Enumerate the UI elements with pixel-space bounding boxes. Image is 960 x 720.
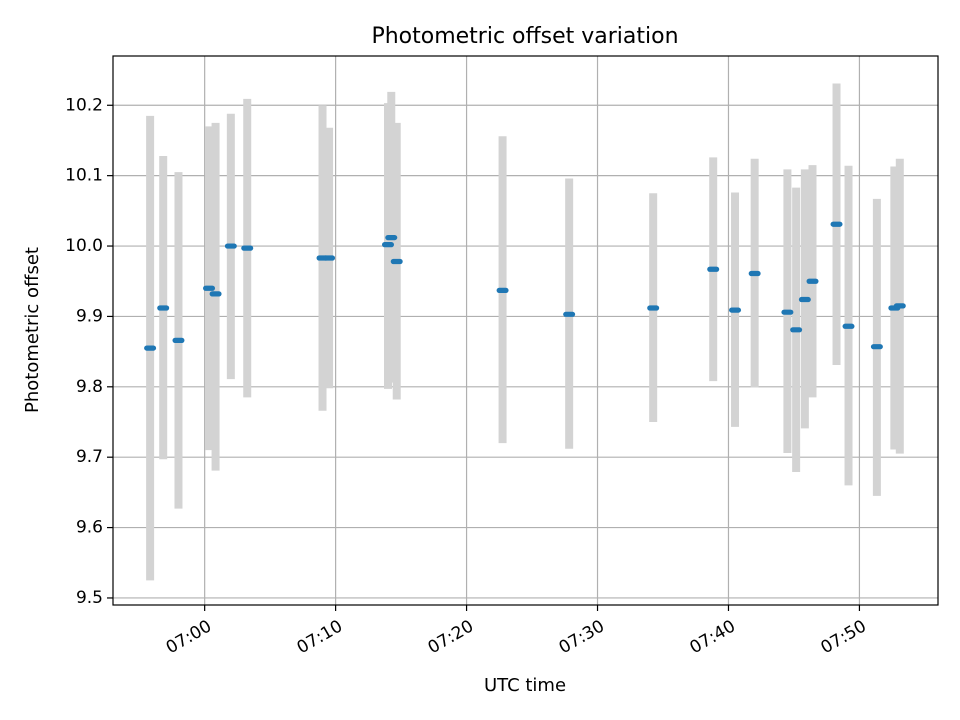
y-tick-label: 10.0 <box>65 236 103 256</box>
y-axis-label: Photometric offset <box>22 247 43 413</box>
data-point <box>781 309 794 315</box>
data-point <box>806 278 819 284</box>
y-tick-label: 10.1 <box>65 166 103 186</box>
data-point <box>707 266 720 272</box>
x-axis-label: UTC time <box>484 675 566 696</box>
y-tick-label: 9.6 <box>76 518 103 538</box>
data-points <box>144 221 906 351</box>
y-tick-label: 9.9 <box>76 306 103 326</box>
data-point <box>241 245 254 251</box>
x-axis-ticks: 07:00 07:10 07:20 07:30 07:40 07:50 <box>163 605 870 658</box>
data-point <box>172 337 185 343</box>
y-tick-label: 9.8 <box>76 377 103 397</box>
plot-frame <box>112 55 939 606</box>
data-point <box>157 305 170 311</box>
data-point <box>385 234 398 241</box>
data-point <box>203 285 216 291</box>
y-tick-label: 9.7 <box>76 447 103 467</box>
data-point <box>323 255 336 261</box>
data-point <box>224 243 237 249</box>
y-tick-label: 10.2 <box>65 95 103 115</box>
data-point <box>830 221 843 227</box>
y-axis-ticks: 9.5 9.6 9.7 9.8 9.9 10.0 10.1 10.2 <box>65 95 113 608</box>
data-point <box>496 287 509 293</box>
data-point <box>563 311 576 317</box>
chart-title: Photometric offset variation <box>371 24 678 49</box>
data-point <box>790 327 803 333</box>
data-point <box>870 344 883 350</box>
data-point <box>798 296 811 303</box>
data-point <box>144 345 157 351</box>
data-point <box>209 291 222 297</box>
y-tick-label: 9.5 <box>76 588 103 608</box>
data-point <box>729 307 742 313</box>
data-point <box>842 323 855 329</box>
data-point <box>390 258 403 265</box>
data-point <box>748 270 761 277</box>
data-point <box>647 305 660 311</box>
data-point <box>382 242 394 248</box>
data-point <box>893 303 906 309</box>
